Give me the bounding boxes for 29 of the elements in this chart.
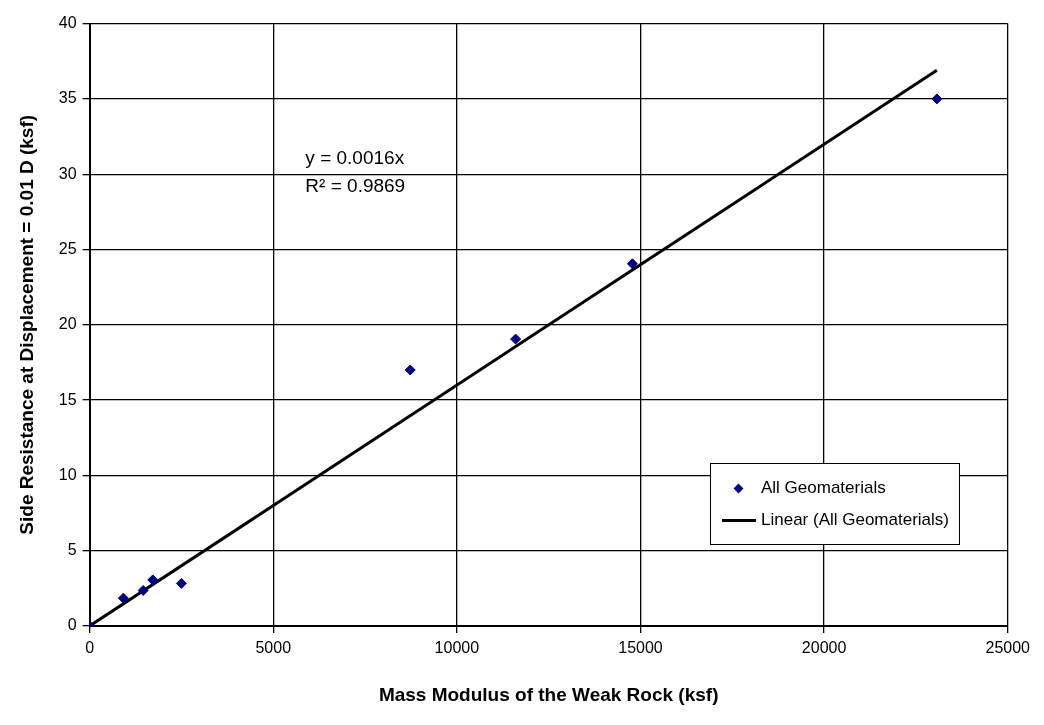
x-tick-label: 0 [85, 639, 95, 657]
annotation: R² = 0.9869 [305, 174, 406, 196]
y-tick-label: 35 [58, 89, 77, 107]
point [117, 592, 129, 604]
y-tick-label: 25 [58, 239, 77, 257]
point [626, 258, 638, 270]
y-tick-label: 0 [67, 616, 77, 634]
y-tick-label: 40 [58, 14, 77, 32]
point [175, 577, 187, 589]
y-tick-label: 10 [58, 465, 77, 483]
y-axis-title: Side Resistance at Displacement = 0.01 D (ksf) [15, 114, 37, 535]
x-tick-label: 20000 [801, 639, 847, 657]
x-tick-label: 25000 [985, 639, 1031, 657]
point [510, 333, 522, 345]
y-tick-label: 15 [58, 390, 77, 408]
x-tick-label: 5000 [255, 639, 292, 657]
y-tick-label: 20 [58, 315, 77, 333]
legend-label: All Geomaterials [760, 478, 886, 498]
y-tick-label: 5 [67, 541, 77, 559]
point [147, 574, 159, 586]
annotation: y = 0.0016x [305, 146, 405, 168]
x-tick-label: 10000 [434, 639, 480, 657]
point [137, 584, 149, 596]
x-axis-title: Mass Modulus of the Weak Rock (ksf) [378, 683, 719, 705]
point [931, 93, 943, 105]
y-tick-label: 30 [58, 164, 77, 182]
legend-label: Linear (All Geomaterials) [760, 510, 949, 530]
x-tick-label: 15000 [618, 639, 663, 657]
point [404, 364, 416, 376]
